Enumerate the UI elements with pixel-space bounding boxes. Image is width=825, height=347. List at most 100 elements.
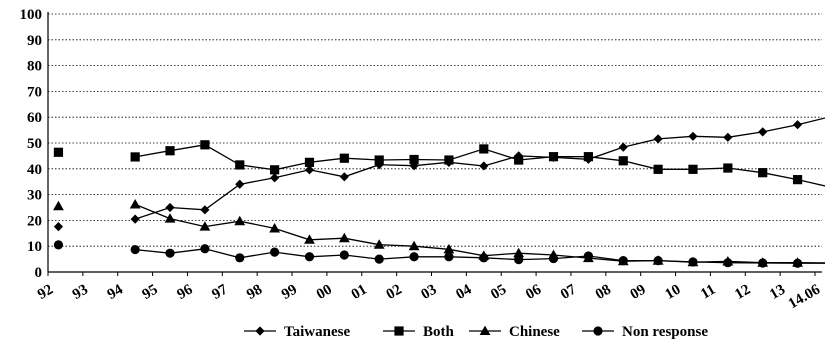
data-point-taiwanese <box>758 127 768 137</box>
data-point-taiwanese <box>53 221 64 232</box>
data-point-non-response <box>304 252 315 262</box>
y-tick-label: 80 <box>27 59 42 75</box>
x-tick-label: 99 <box>279 282 300 303</box>
data-point-non-response <box>165 248 175 258</box>
data-point-non-response <box>270 247 280 257</box>
legend-label: Both <box>423 324 455 340</box>
data-point-taiwanese <box>688 131 698 141</box>
legend-label: Taiwanese <box>284 324 350 340</box>
y-tick-label: 10 <box>27 239 42 255</box>
x-tick-label: 05 <box>488 282 509 303</box>
data-point-taiwanese <box>165 202 175 213</box>
y-tick-label: 90 <box>27 33 42 49</box>
data-point-both <box>758 168 768 178</box>
gridlines <box>48 13 822 247</box>
data-point-both <box>165 146 175 156</box>
y-tick-label: 0 <box>35 265 43 281</box>
legend-item-both: Both <box>383 324 455 340</box>
data-point-chinese <box>164 213 176 223</box>
x-tick-label: 01 <box>349 282 370 303</box>
data-point-taiwanese <box>304 165 315 175</box>
data-point-non-response <box>792 258 803 268</box>
x-tick-label: 96 <box>174 281 195 303</box>
data-point-both <box>200 140 210 150</box>
y-tick-label: 100 <box>20 7 43 23</box>
legend-label: Chinese <box>509 324 560 340</box>
x-tick-label: 93 <box>70 282 91 303</box>
x-tick-label: 00 <box>314 282 335 303</box>
data-point-chinese <box>234 215 246 226</box>
data-point-chinese <box>199 221 211 231</box>
x-tick-label: 11 <box>698 282 718 303</box>
y-tick-label: 50 <box>27 136 42 152</box>
data-point-chinese <box>53 200 64 211</box>
data-point-both <box>688 164 698 174</box>
data-point-both <box>792 175 803 185</box>
x-tick-label: 97 <box>209 281 230 303</box>
data-point-non-response <box>374 254 384 264</box>
x-tick-label: 08 <box>593 282 614 303</box>
data-point-non-response <box>688 257 698 267</box>
data-point-non-response <box>235 253 245 263</box>
data-point-both <box>514 155 524 165</box>
x-tick-label: 02 <box>384 282 405 303</box>
data-point-non-response <box>200 244 210 254</box>
x-tick-label: 09 <box>628 282 649 303</box>
data-point-both <box>235 160 245 170</box>
series-both <box>53 140 825 187</box>
data-point-non-response <box>514 255 524 265</box>
data-point-chinese <box>269 222 281 233</box>
legend-marker-taiwanese <box>255 326 265 336</box>
legend-item-non-response: Non response <box>582 324 708 340</box>
x-tick-label: 94 <box>105 281 126 303</box>
x-tick-label: 13 <box>767 282 788 303</box>
data-point-taiwanese <box>618 142 628 152</box>
x-tick-label: 98 <box>244 282 265 303</box>
data-point-non-response <box>409 252 419 262</box>
legend-item-chinese: Chinese <box>469 324 560 340</box>
data-point-non-response <box>723 258 733 268</box>
y-tick-label: 20 <box>27 213 42 229</box>
x-tick-label: 95 <box>140 282 161 303</box>
data-point-chinese <box>373 239 385 249</box>
x-tick-label: 04 <box>453 281 474 303</box>
data-point-non-response <box>53 240 64 250</box>
legend-marker-chinese <box>479 325 491 336</box>
series-non-response <box>53 240 825 268</box>
data-point-non-response <box>583 251 593 261</box>
data-point-both <box>270 165 280 175</box>
data-point-both <box>444 155 454 165</box>
data-point-taiwanese <box>479 161 489 171</box>
data-point-chinese <box>513 247 525 258</box>
series-taiwanese <box>53 117 825 232</box>
data-point-chinese <box>129 199 141 209</box>
data-point-both <box>723 163 733 173</box>
data-point-non-response <box>130 244 140 255</box>
data-point-both <box>653 164 663 174</box>
y-tick-label: 40 <box>27 162 42 178</box>
x-tick-label: 14.06 <box>786 281 824 312</box>
data-point-both <box>304 157 315 167</box>
legend-marker-both <box>394 326 404 336</box>
data-point-non-response <box>479 253 489 263</box>
data-point-both <box>53 147 64 157</box>
data-point-taiwanese <box>339 172 349 182</box>
data-point-both <box>339 153 349 163</box>
legend: Taiwanese Both Chinese Non response <box>244 324 708 340</box>
x-tick-label: 92 <box>35 282 56 303</box>
data-point-taiwanese <box>792 120 803 130</box>
data-point-non-response <box>758 258 768 268</box>
data-point-both <box>479 144 489 154</box>
data-point-chinese <box>338 232 350 243</box>
data-point-taiwanese <box>235 179 245 189</box>
x-tick-label: 12 <box>732 282 753 303</box>
data-point-both <box>374 155 384 165</box>
data-point-taiwanese <box>130 214 140 224</box>
data-point-non-response <box>653 256 663 266</box>
y-tick-label: 30 <box>27 188 42 204</box>
y-tick-label: 60 <box>27 110 42 126</box>
data-point-non-response <box>339 250 349 260</box>
legend-marker-non-response <box>593 326 603 336</box>
